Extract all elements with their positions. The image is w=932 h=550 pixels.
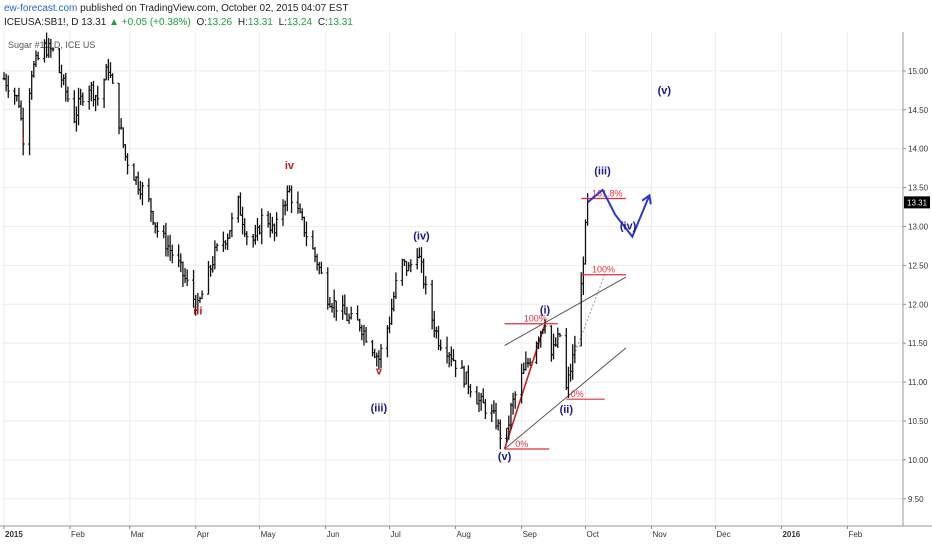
wave-label: (iii) [371, 403, 388, 415]
x-tick-label: Apr [197, 530, 210, 539]
open-label: O: [196, 17, 208, 28]
last-price-tag [904, 196, 930, 209]
up-arrow-icon: ▲ [109, 17, 119, 28]
x-tick-label: Jul [391, 530, 401, 539]
close-value: 13.31 [327, 17, 353, 28]
channel-lines [503, 274, 627, 450]
projection-arrowhead [641, 193, 652, 205]
y-tick-label: 12.00 [908, 300, 929, 309]
x-tick-label: Nov [653, 530, 667, 539]
symbol-label: ICEUSA:SB1!, D [4, 17, 79, 28]
ohlc-bars [2, 32, 590, 450]
y-tick-label: 10.00 [908, 456, 929, 465]
publish-info: published on TradingView.com, October 02… [80, 3, 349, 14]
wave-label: (iv) [413, 231, 430, 243]
publish-line: ew-forecast.com published on TradingView… [4, 3, 348, 14]
y-tick-label: 11.00 [908, 378, 928, 387]
wave-labels: i iv iii v (iv) (iii) (v) (i) (ii) (iii) (iv) (v) [22, 85, 672, 463]
fib-level-label: 161.8% [592, 188, 623, 198]
x-tick-label: Jun [327, 530, 340, 539]
price-chart[interactable]: Sugar #11, D, ICE US 161.8%100%100%0%0% … [0, 32, 932, 550]
wave-label: (v) [658, 85, 672, 97]
grid [2, 32, 903, 526]
x-tick-label: May [261, 530, 276, 539]
wave-label: v [376, 365, 383, 377]
channel-line [504, 347, 627, 450]
x-tick-label: 2015 [5, 530, 23, 539]
x-tick-label: Feb [71, 530, 85, 539]
wave-label: (i) [540, 305, 551, 317]
y-tick-label: 15.00 [908, 67, 929, 76]
projection-path [586, 188, 651, 239]
last-price: 13.31 [81, 17, 107, 28]
y-tick-label: 9.50 [908, 495, 924, 504]
projection-guide-line [572, 274, 606, 359]
wave-label: iii [193, 305, 202, 317]
x-tick-label: Aug [457, 530, 471, 539]
open-value: 13.26 [207, 17, 233, 28]
x-tick-label: Sep [523, 530, 538, 539]
chart-header: ew-forecast.com published on TradingView… [0, 0, 932, 32]
site-link[interactable]: ew-forecast.com [4, 3, 78, 14]
fib-level-label: 100% [592, 265, 615, 275]
high-value: 13.31 [247, 17, 273, 28]
wave-label: (iii) [594, 165, 611, 177]
fib-level-label: 100% [524, 314, 547, 324]
fib-level-label: 0% [571, 389, 584, 399]
x-tick-label: Feb [848, 530, 862, 539]
x-tick-label: Mar [131, 530, 145, 539]
y-tick-label: 10.50 [908, 417, 929, 426]
x-tick-label: Oct [586, 530, 599, 539]
channel-line [504, 276, 627, 346]
wave-projection [586, 188, 652, 239]
y-tick-label: 14.00 [908, 145, 929, 154]
y-tick-label: 14.50 [908, 106, 929, 115]
y-tick-label: 11.50 [908, 339, 928, 348]
axes: 15.00 14.50 14.00 13.50 13.00 12.50 12.00 11.50… [0, 32, 932, 539]
low-label: L: [278, 17, 287, 28]
y-tick-label: 12.50 [908, 261, 929, 270]
fibonacci-levels: 161.8% 100% 100% 0% 0% [504, 188, 626, 450]
wave-label: i [22, 134, 25, 146]
low-value: 13.24 [287, 17, 313, 28]
wave-label: (iv) [620, 221, 637, 233]
last-price-label: 13.31 [907, 198, 928, 207]
x-tick-label: 2016 [782, 530, 800, 539]
chart-watermark: Sugar #11, D, ICE US [8, 40, 95, 50]
y-tick-label: 13.00 [908, 222, 929, 231]
wave-label: (v) [498, 451, 512, 463]
quote-line: ICEUSA:SB1!, D 13.31 ▲ +0.05 (+0.38%) O:… [4, 17, 353, 28]
close-label: C: [317, 17, 328, 28]
y-tick-label: 13.50 [908, 184, 929, 193]
price-change: +0.05 (+0.38%) [121, 17, 191, 28]
fib-level-label: 0% [515, 439, 528, 449]
high-label: H: [237, 17, 248, 28]
wave-label: iv [285, 160, 295, 172]
wave-label: (ii) [560, 404, 574, 416]
x-tick-label: Dec [716, 530, 730, 539]
